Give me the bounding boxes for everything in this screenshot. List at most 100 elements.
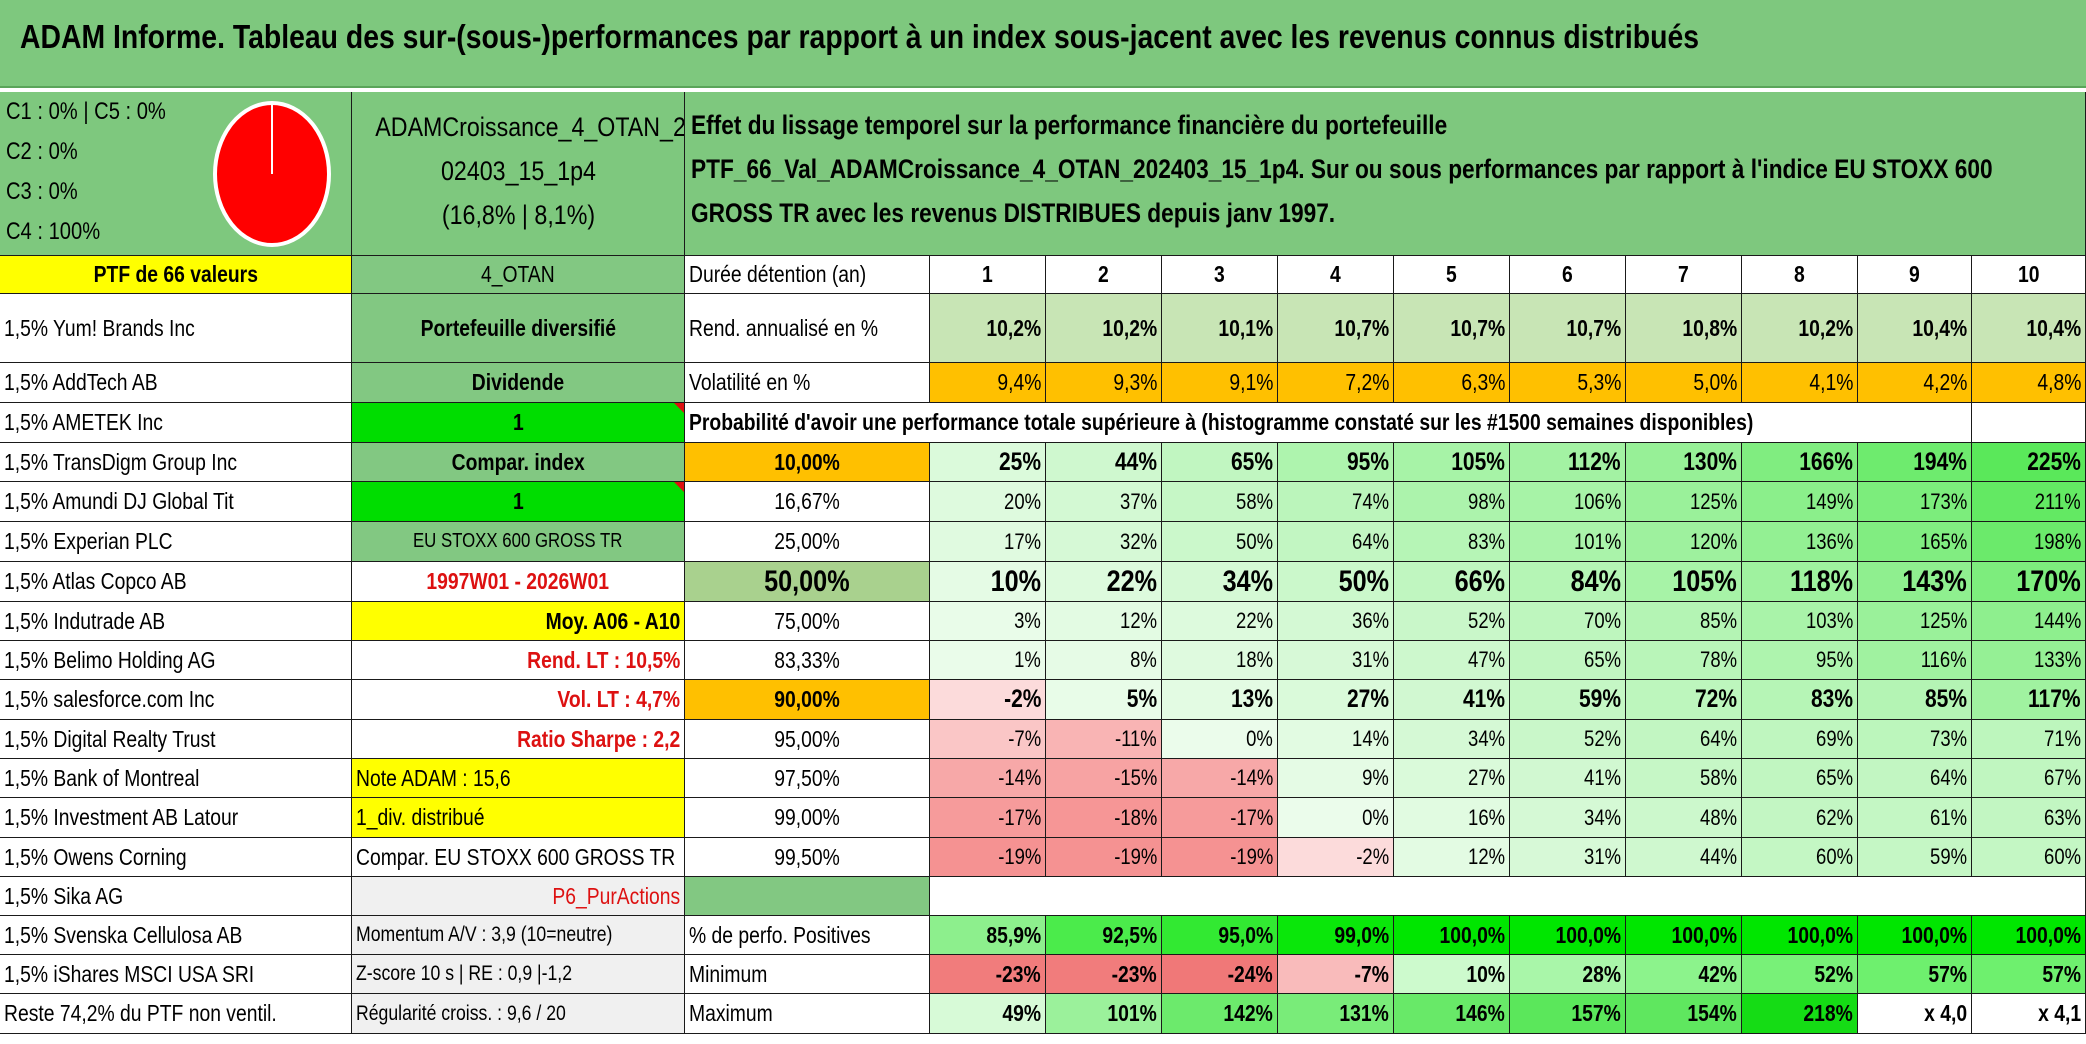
max-value-text: 218% xyxy=(1803,1000,1853,1026)
min-value-text: 57% xyxy=(1928,960,1967,987)
info-cell: Rend. LT : 10,5% xyxy=(352,641,685,680)
probability-value: 14% xyxy=(1278,720,1394,759)
info-cell: Moy. A06 - A10 xyxy=(352,602,685,641)
vol-value-text: 4,8% xyxy=(2036,369,2081,395)
min-value: -7% xyxy=(1278,955,1394,994)
vol-label: Volatilité en % xyxy=(685,363,930,403)
probability-value: 22% xyxy=(1046,562,1162,602)
max-value: 49% xyxy=(930,994,1046,1034)
min-value-text: 10% xyxy=(1466,960,1505,987)
rend-label-text: Rend. annualisé en % xyxy=(689,314,879,341)
legend-c4: C4 : 100% xyxy=(6,218,101,245)
probability-value: 165% xyxy=(1858,522,1972,562)
max-value: 218% xyxy=(1742,994,1858,1034)
rend-value: 10,7% xyxy=(1394,294,1510,363)
probability-value: 41% xyxy=(1394,680,1510,720)
max-value-text: 157% xyxy=(1571,1000,1621,1026)
portfolio-stats: (16,8% | 8,1%) xyxy=(441,200,596,230)
probability-level: 99,50% xyxy=(685,838,930,877)
probability-value: -17% xyxy=(930,798,1046,838)
holding-row: 1,5% TransDigm Group Inc xyxy=(0,443,352,482)
probability-value: 12% xyxy=(1394,838,1510,877)
probability-value: 143% xyxy=(1858,562,1972,602)
probability-value-text: 0% xyxy=(1362,804,1389,830)
probability-value-text: 112% xyxy=(1568,447,1621,476)
probability-value-text: 117% xyxy=(2028,685,2081,713)
probability-value-text: 66% xyxy=(1454,564,1505,598)
rend-value-text: 10,2% xyxy=(1798,314,1853,341)
info-cell: Note ADAM : 15,6 xyxy=(352,759,685,798)
probability-value-text: 52% xyxy=(1584,726,1621,751)
probability-value-text: 44% xyxy=(1700,844,1737,869)
rend-value-text: 10,1% xyxy=(1218,314,1273,341)
probability-value-text: 50% xyxy=(1236,528,1273,554)
probability-value: 118% xyxy=(1742,562,1858,602)
vol-value-text: 9,4% xyxy=(996,369,1041,395)
probability-value: -2% xyxy=(930,680,1046,720)
probability-value-text: 3% xyxy=(1014,608,1041,633)
probability-value-text: 44% xyxy=(1114,447,1157,476)
year-header-text: 10 xyxy=(2017,261,2040,287)
probability-value-text: 41% xyxy=(1462,685,1505,713)
info-cell: Z-score 10 s | RE : 0,9 |-1,2 xyxy=(352,955,685,994)
positive-value-text: 85,9% xyxy=(986,921,1041,948)
probability-value: 27% xyxy=(1394,759,1510,798)
probability-value-text: 143% xyxy=(1902,564,1967,598)
year-header: 5 xyxy=(1394,256,1510,294)
rend-label: Rend. annualisé en % xyxy=(685,294,930,363)
probability-value-text: 136% xyxy=(1805,528,1853,554)
probability-value-text: 69% xyxy=(1816,726,1853,751)
holding-row: 1,5% Sika AG xyxy=(0,877,352,916)
min-value: -23% xyxy=(1046,955,1162,994)
min-value-text: 28% xyxy=(1582,960,1621,987)
probability-value-text: 71% xyxy=(2044,726,2081,751)
holding-row-text: 1,5% Sika AG xyxy=(4,882,124,909)
probability-value-text: 9% xyxy=(1362,765,1389,790)
probability-value-text: 125% xyxy=(1919,608,1967,633)
vol-value: 5,0% xyxy=(1626,363,1742,403)
holding-row-text: 1,5% Amundi DJ Global Tit xyxy=(4,488,234,514)
holding-row: 1,5% Experian PLC xyxy=(0,522,352,562)
probability-value: 59% xyxy=(1510,680,1626,720)
year-header: 3 xyxy=(1162,256,1278,294)
probability-value: 211% xyxy=(1972,482,2086,522)
probability-value-text: 105% xyxy=(1672,564,1737,598)
vol-value-text: 9,1% xyxy=(1228,369,1273,395)
probability-level: 75,00% xyxy=(685,602,930,641)
positive-value-text: 92,5% xyxy=(1102,921,1157,948)
probability-level-text: 99,50% xyxy=(774,843,840,870)
positive-value: 95,0% xyxy=(1162,916,1278,955)
holding-row: 1,5% AddTech AB xyxy=(0,363,352,403)
holding-row: 1,5% Amundi DJ Global Tit xyxy=(0,482,352,522)
probability-value: 22% xyxy=(1162,602,1278,641)
vol-value-text: 7,2% xyxy=(1344,369,1389,395)
probability-value-text: 105% xyxy=(1451,447,1505,476)
probability-value-text: 70% xyxy=(1584,608,1621,633)
probability-value-text: 65% xyxy=(1584,647,1621,672)
probability-value: 10% xyxy=(930,562,1046,602)
positive-value-text: 95,0% xyxy=(1218,921,1273,948)
max-value-text: x 4,0 xyxy=(1924,1000,1967,1026)
vol-value: 9,3% xyxy=(1046,363,1162,403)
info-cell-text: Vol. LT : 4,7% xyxy=(557,686,680,712)
probability-value-text: -11% xyxy=(1115,726,1157,751)
probability-value: 83% xyxy=(1742,680,1858,720)
probability-value-text: 72% xyxy=(1694,685,1737,713)
probability-value-text: -15% xyxy=(1113,765,1157,790)
probability-value: 50% xyxy=(1162,522,1278,562)
info-cell-text: Portefeuille diversifié xyxy=(420,314,616,341)
vol-value: 9,4% xyxy=(930,363,1046,403)
duree-label-text: Durée détention (an) xyxy=(689,261,867,287)
probability-value-text: 10% xyxy=(990,564,1041,598)
probability-value: -18% xyxy=(1046,798,1162,838)
probability-value: 73% xyxy=(1858,720,1972,759)
probability-value: 0% xyxy=(1278,798,1394,838)
probability-value-text: 83% xyxy=(1810,685,1853,713)
holding-row: 1,5% iShares MSCI USA SRI xyxy=(0,955,352,994)
year-header: 9 xyxy=(1858,256,1972,294)
max-value-text: 101% xyxy=(1107,1000,1157,1026)
info-cell: Vol. LT : 4,7% xyxy=(352,680,685,720)
info-cell: 4_OTAN xyxy=(352,256,685,294)
probability-value-text: 166% xyxy=(1799,447,1853,476)
info-cell-text: 1997W01 - 2026W01 xyxy=(426,568,610,594)
